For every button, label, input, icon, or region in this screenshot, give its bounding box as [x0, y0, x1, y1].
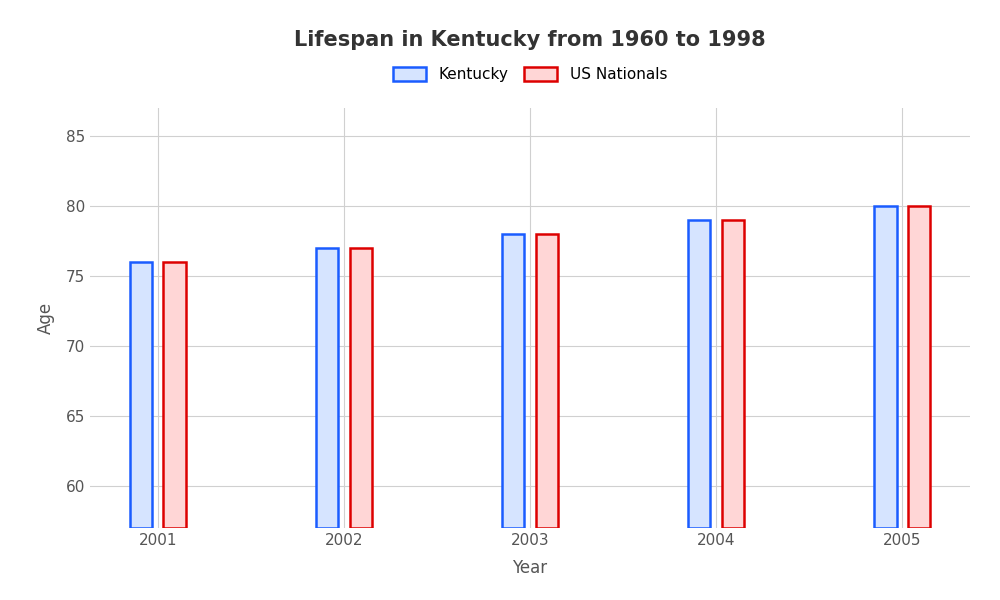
Bar: [722, 220, 744, 528]
Bar: [908, 206, 930, 528]
Bar: [316, 248, 338, 528]
Title: Lifespan in Kentucky from 1960 to 1998: Lifespan in Kentucky from 1960 to 1998: [294, 29, 766, 49]
Bar: [536, 234, 558, 528]
Bar: [350, 248, 372, 528]
Bar: [688, 220, 710, 528]
X-axis label: Year: Year: [512, 559, 548, 577]
Bar: [130, 262, 152, 528]
Y-axis label: Age: Age: [37, 302, 55, 334]
Bar: [502, 234, 524, 528]
Bar: [874, 206, 897, 528]
Bar: [163, 262, 186, 528]
Legend: Kentucky, US Nationals: Kentucky, US Nationals: [387, 61, 673, 88]
